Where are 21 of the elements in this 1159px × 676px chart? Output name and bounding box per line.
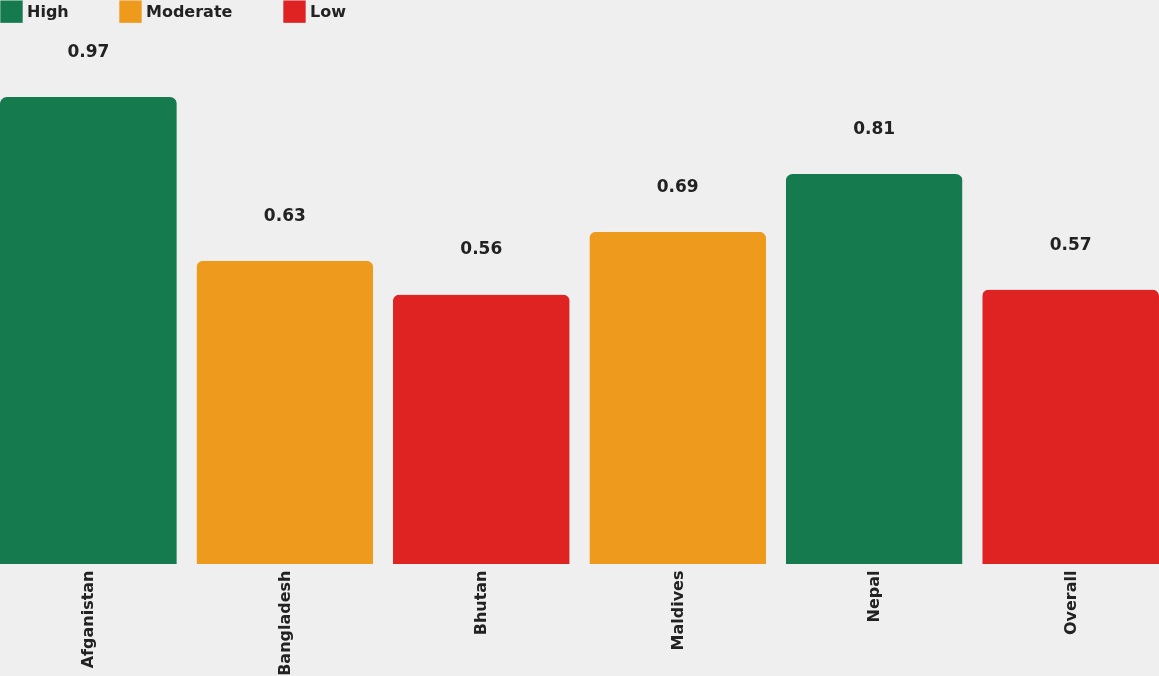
legend-label: Low <box>310 1 347 21</box>
bar <box>589 231 767 564</box>
data-label: 0.69 <box>656 175 699 196</box>
x-tick-label: Maldives <box>667 570 687 651</box>
legend-label: High <box>27 1 69 21</box>
data-label: 0.81 <box>853 118 896 139</box>
bar <box>392 294 570 564</box>
bar <box>0 97 177 564</box>
x-tick-label: Overall <box>1060 570 1080 636</box>
x-tick-label: Bhutan <box>471 570 491 636</box>
bar <box>982 289 1159 564</box>
legend-label: Moderate <box>146 1 233 21</box>
data-label: 0.56 <box>460 238 503 259</box>
bar <box>785 174 963 564</box>
x-tick-label: Afganistan <box>78 570 98 669</box>
data-label: 0.97 <box>67 41 110 62</box>
data-label: 0.57 <box>1049 233 1092 254</box>
x-tick-label: Nepal <box>864 570 884 623</box>
x-tick-label: Bangladesh <box>274 570 294 676</box>
data-label: 0.63 <box>263 204 306 225</box>
bar <box>196 260 374 564</box>
